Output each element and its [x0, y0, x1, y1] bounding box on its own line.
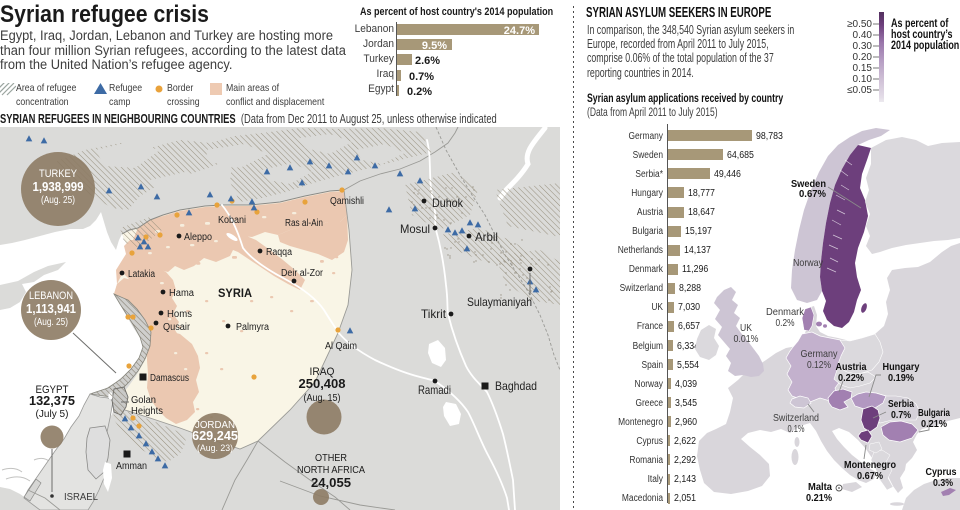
svg-text:Deir al-Zor: Deir al-Zor [281, 268, 324, 279]
svg-text:OTHER: OTHER [315, 452, 347, 464]
svg-text:Sweden: Sweden [791, 178, 826, 190]
svg-text:(July 5): (July 5) [36, 409, 69, 420]
svg-text:0.22%: 0.22% [838, 372, 865, 384]
svg-text:0.19%: 0.19% [888, 372, 915, 384]
svg-text:24,055: 24,055 [311, 476, 351, 490]
svg-text:250,408: 250,408 [299, 376, 346, 391]
svg-text:Malta: Malta [808, 481, 832, 493]
svg-text:SYRIA: SYRIA [218, 286, 252, 300]
svg-text:Montenegro: Montenegro [844, 459, 896, 471]
svg-text:Homs: Homs [167, 309, 192, 320]
svg-text:0.21%: 0.21% [806, 492, 833, 504]
svg-text:629,245: 629,245 [192, 429, 238, 443]
svg-text:0.1%: 0.1% [788, 423, 805, 435]
svg-text:IRAQ: IRAQ [310, 366, 335, 378]
svg-text:Qamishli: Qamishli [330, 196, 364, 207]
svg-text:Hungary: Hungary [883, 361, 920, 373]
svg-text:ISRAEL: ISRAEL [64, 491, 98, 503]
svg-text:Germany: Germany [801, 348, 839, 360]
svg-text:UK: UK [740, 322, 752, 334]
svg-text:Qusair: Qusair [163, 322, 191, 333]
svg-text:0.01%: 0.01% [734, 333, 759, 345]
svg-text:TURKEY: TURKEY [39, 168, 78, 180]
svg-text:132,375: 132,375 [29, 393, 75, 408]
svg-text:Heights: Heights [131, 406, 163, 417]
svg-text:(Aug. 25): (Aug. 25) [41, 195, 75, 206]
svg-text:(Aug. 23): (Aug. 23) [197, 443, 233, 454]
svg-text:Amman: Amman [116, 461, 147, 472]
svg-text:EGYPT: EGYPT [36, 384, 69, 396]
svg-text:NORTH AFRICA: NORTH AFRICA [297, 464, 365, 476]
svg-text:Raqqa: Raqqa [266, 247, 292, 258]
svg-text:0.67%: 0.67% [799, 188, 827, 200]
svg-text:1,938,999: 1,938,999 [33, 179, 84, 194]
svg-text:Baghdad: Baghdad [495, 379, 537, 393]
svg-text:Mosul: Mosul [400, 222, 430, 236]
svg-text:JORDAN: JORDAN [195, 419, 235, 431]
svg-text:0.7%: 0.7% [891, 409, 912, 421]
svg-text:Kobani: Kobani [218, 215, 246, 226]
svg-text:0.3%: 0.3% [933, 477, 954, 489]
svg-text:0.21%: 0.21% [921, 418, 948, 430]
svg-text:Bulgaria: Bulgaria [918, 407, 950, 419]
svg-text:(Aug. 25): (Aug. 25) [34, 317, 68, 328]
svg-text:Golan: Golan [131, 395, 156, 406]
svg-text:Damascus: Damascus [150, 373, 189, 384]
svg-text:Duhok: Duhok [432, 196, 464, 210]
svg-text:Austria: Austria [836, 361, 867, 373]
svg-text:LEBANON: LEBANON [29, 290, 73, 302]
svg-text:Palmyra: Palmyra [236, 322, 269, 333]
svg-text:Cyprus: Cyprus [926, 466, 957, 478]
svg-text:Switzerland: Switzerland [773, 412, 819, 424]
svg-text:Hama: Hama [169, 288, 194, 299]
svg-text:Ramadi: Ramadi [418, 383, 451, 397]
svg-text:(Aug. 15): (Aug. 15) [304, 393, 341, 404]
svg-text:Ras al-Ain: Ras al-Ain [285, 218, 323, 229]
svg-text:Arbil: Arbil [475, 230, 498, 244]
svg-text:Norway: Norway [793, 257, 824, 269]
svg-text:Latakia: Latakia [128, 269, 155, 280]
svg-text:Al Qaim: Al Qaim [325, 341, 357, 352]
svg-text:0.2%: 0.2% [776, 317, 795, 329]
svg-text:Denmark: Denmark [766, 306, 805, 318]
svg-text:Aleppo: Aleppo [184, 232, 212, 243]
svg-text:Sulaymaniyah: Sulaymaniyah [467, 295, 532, 309]
svg-text:1,113,941: 1,113,941 [26, 301, 76, 316]
svg-text:0.12%: 0.12% [807, 359, 831, 371]
svg-text:Serbia: Serbia [888, 398, 914, 410]
svg-text:0.67%: 0.67% [857, 470, 884, 482]
svg-text:Tikrit: Tikrit [421, 307, 447, 321]
